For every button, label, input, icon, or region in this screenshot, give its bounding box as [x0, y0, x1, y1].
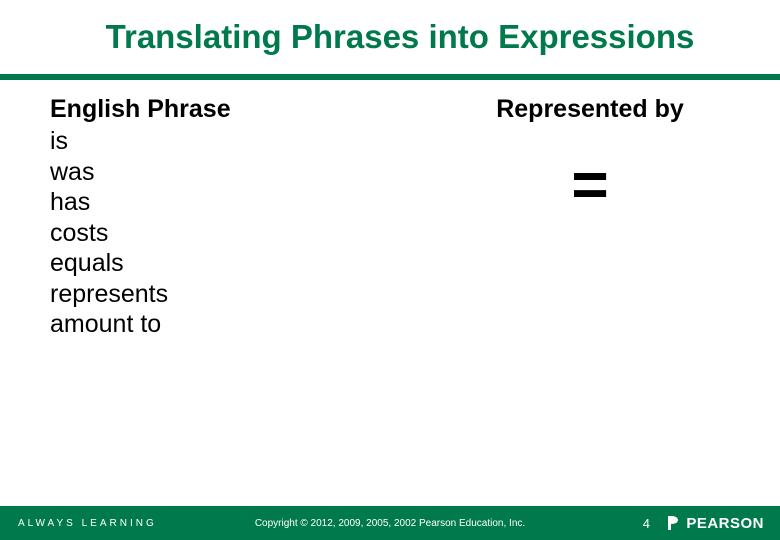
- phrase-item: amount to: [50, 309, 370, 340]
- phrase-item: costs: [50, 218, 370, 249]
- brand-logo: PEARSON: [665, 515, 764, 532]
- page-number: 4: [643, 516, 650, 531]
- slide: Translating Phrases into Expressions Eng…: [0, 0, 780, 540]
- left-column-header: English Phrase: [50, 95, 370, 124]
- right-column: Represented by =: [450, 95, 730, 216]
- equals-symbol: =: [450, 152, 730, 216]
- title-rule: [0, 74, 780, 80]
- phrase-item: is: [50, 126, 370, 157]
- footer-bar: ALWAYS LEARNING Copyright © 2012, 2009, …: [0, 506, 780, 540]
- phrase-item: was: [50, 157, 370, 188]
- slide-title: Translating Phrases into Expressions: [50, 18, 750, 56]
- right-column-header: Represented by: [450, 95, 730, 124]
- phrase-item: has: [50, 187, 370, 218]
- left-column: English Phrase is was has costs equals r…: [50, 95, 370, 340]
- brand-text: PEARSON: [686, 515, 764, 532]
- brand-icon: [665, 515, 681, 531]
- footer-tagline: ALWAYS LEARNING: [18, 518, 157, 529]
- phrase-item: equals: [50, 248, 370, 279]
- phrase-item: represents: [50, 279, 370, 310]
